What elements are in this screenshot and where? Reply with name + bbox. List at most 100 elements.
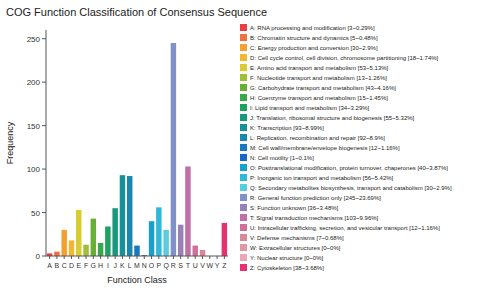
legend-label: J: Translation, ribosomal structure and …: [250, 115, 415, 121]
x-tick: [224, 256, 225, 259]
x-tick-label: F: [84, 262, 88, 269]
bar: [222, 223, 227, 256]
x-tick: [129, 256, 130, 259]
y-tick-label: 250: [27, 35, 41, 44]
x-tick-label: U: [193, 262, 198, 269]
legend-label: S: Function unknown [36~3.48%]: [250, 205, 339, 211]
y-tick: [42, 169, 46, 170]
legend-swatch: [240, 104, 247, 111]
x-tick-label: S: [178, 262, 183, 269]
bar: [193, 246, 198, 256]
x-tick-label: D: [69, 262, 74, 269]
bar: [61, 230, 66, 256]
legend-swatch: [240, 164, 247, 171]
legend-swatch: [240, 34, 247, 41]
x-tick: [107, 256, 108, 259]
x-tick: [93, 256, 94, 259]
x-tick: [166, 256, 167, 259]
legend-label: O: Posttranslational modification, prote…: [250, 165, 448, 171]
legend-label: H: Coenzyme transport and metabolism [15…: [250, 95, 388, 101]
bar: [83, 245, 88, 256]
legend-swatch: [240, 114, 247, 121]
bar: [171, 43, 176, 256]
legend: A: RNA processing and modification [3~0.…: [240, 24, 452, 271]
x-tick: [209, 256, 210, 259]
x-tick-label: K: [120, 262, 125, 269]
x-tick: [187, 256, 188, 259]
x-tick: [195, 256, 196, 259]
x-tick-label: L: [128, 262, 132, 269]
x-tick: [100, 256, 101, 259]
legend-swatch: [240, 204, 247, 211]
y-tick-label: 150: [27, 122, 41, 131]
bar: [134, 246, 139, 256]
bars: [47, 43, 227, 256]
x-tick: [64, 256, 65, 259]
x-tick: [115, 256, 116, 259]
x-tick-label: V: [200, 262, 205, 269]
x-tick-label: E: [76, 262, 81, 269]
x-tick-label: G: [91, 262, 96, 269]
legend-swatch: [240, 24, 247, 31]
legend-label: V: Defense mechanisms [7~0.68%]: [250, 235, 344, 241]
x-tick-label: J: [113, 262, 117, 269]
x-tick: [86, 256, 87, 259]
x-tick: [173, 256, 174, 259]
bar: [127, 176, 132, 256]
bar: [76, 210, 81, 256]
legend-swatch: [240, 44, 247, 51]
y-tick: [42, 82, 46, 83]
legend-label: T: Signal transduction mechanisms [103~9…: [250, 215, 379, 221]
x-axis-label: Function Class: [107, 275, 167, 285]
legend-label: Z: Cytoskeleton [38~3.68%]: [250, 265, 324, 271]
legend-label: K: Transcription [93~8.99%]: [250, 125, 324, 131]
bar: [54, 252, 59, 256]
legend-swatch: [240, 244, 247, 251]
bar: [120, 175, 125, 256]
x-tick: [49, 256, 50, 259]
x-tick-label: C: [62, 262, 67, 269]
legend-label: A: RNA processing and modification [3~0.…: [250, 25, 375, 31]
legend-swatch: [240, 74, 247, 81]
legend-swatch: [240, 144, 247, 151]
x-tick-label: T: [186, 262, 191, 269]
y-tick: [42, 38, 46, 39]
x-tick-label: Y: [215, 262, 220, 269]
chart: COG Function Classification of Consensus…: [0, 0, 500, 298]
x-tick: [71, 256, 72, 259]
legend-swatch: [240, 224, 247, 231]
legend-swatch: [240, 214, 247, 221]
x-tick: [180, 256, 181, 259]
y-tick-label: 50: [31, 209, 40, 218]
legend-label: U: Intracellular trafficking, secretion,…: [250, 225, 440, 231]
x-tick-label: O: [149, 262, 155, 269]
legend-label: R: General function prediction only [245…: [250, 195, 381, 201]
legend-label: D: Cell cycle control, cell division, ch…: [250, 55, 439, 61]
y-tick-label: 200: [27, 78, 41, 87]
legend-label: W: Extracellular structures [0~0%]: [250, 245, 341, 251]
legend-label: N: Cell motility [1~0.1%]: [250, 155, 314, 161]
legend-swatch: [240, 54, 247, 61]
x-tick-label: Z: [222, 262, 227, 269]
legend-swatch: [240, 134, 247, 141]
bar: [98, 243, 103, 256]
x-tick: [151, 256, 152, 259]
legend-swatch: [240, 84, 247, 91]
legend-label: M: Cell wall/membrane/envelope biogenesi…: [250, 145, 400, 151]
y-axis: [46, 30, 47, 256]
x-tick: [78, 256, 79, 259]
legend-swatch: [240, 94, 247, 101]
x-tick-label: H: [98, 262, 103, 269]
x-tick-label: W: [206, 262, 213, 269]
bar: [200, 250, 205, 256]
legend-swatch: [240, 64, 247, 71]
x-tick-label: Q: [163, 262, 169, 270]
x-tick-label: A: [47, 262, 52, 269]
title: COG Function Classification of Consensus…: [6, 6, 267, 18]
legend-swatch: [240, 194, 247, 201]
legend-label: E: Amino acid transport and metabolism […: [250, 65, 389, 71]
legend-label: G: Carbohydrate transport and metabolism…: [250, 85, 396, 91]
x-tick: [158, 256, 159, 259]
legend-label: P: Inorganic ion transport and metabolis…: [250, 175, 394, 181]
legend-label: C: Energy production and conversion [30~…: [250, 45, 378, 51]
